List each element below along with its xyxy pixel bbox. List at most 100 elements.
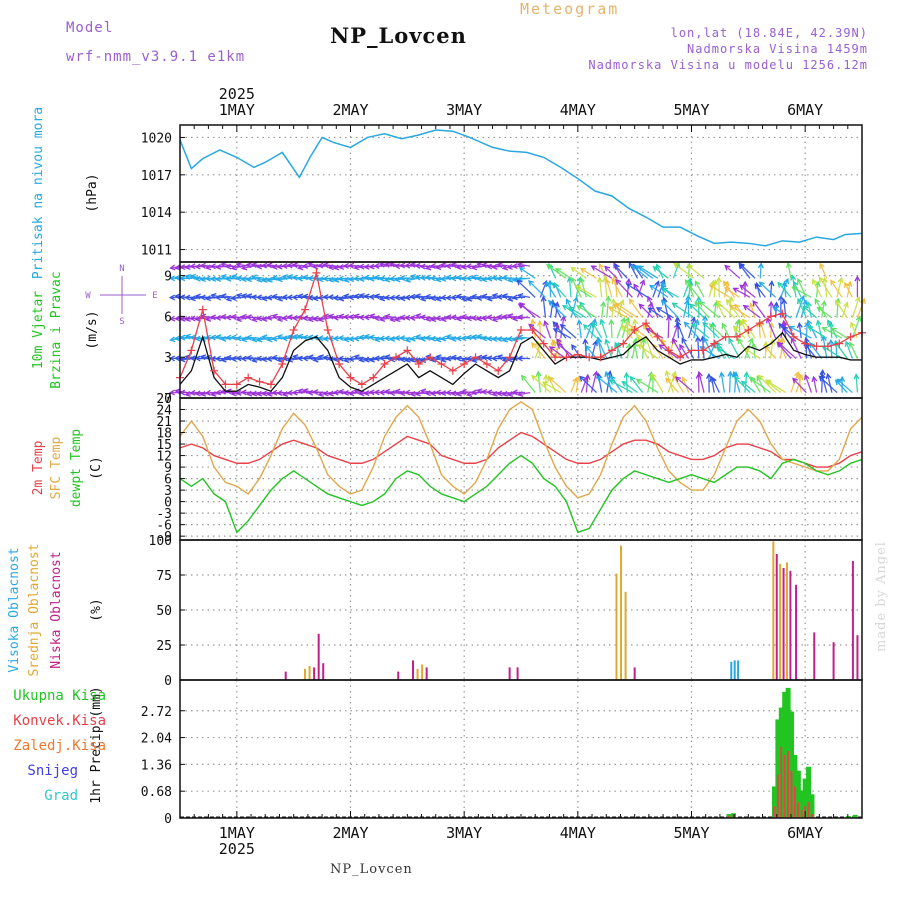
wind-arrow: [369, 336, 382, 339]
wind-arrow-head: [740, 380, 747, 387]
cloud-bar-low: [856, 635, 859, 680]
wind-arrow-head: [517, 293, 524, 299]
wind-arrow-head: [301, 334, 309, 341]
wind-arrow-head: [276, 316, 283, 322]
wind-arrow-head: [332, 335, 339, 342]
wind-arrow: [551, 340, 562, 359]
wind-arrow-head: [807, 326, 814, 332]
wind-arrow-head: [475, 315, 483, 322]
wind-arrow-head: [266, 336, 273, 343]
wind-arrow: [633, 342, 639, 359]
wind-arrow-head: [517, 303, 524, 309]
wind-arrow: [456, 317, 469, 320]
wind-arrow: [379, 277, 393, 280]
wind-arrow-head: [445, 355, 452, 362]
wind-arrow-head: [516, 355, 523, 362]
wind-arrow: [819, 375, 838, 394]
wind-arrow: [349, 391, 362, 395]
wind-arrow-head: [711, 376, 717, 383]
wind-arrow-head: [661, 287, 669, 294]
wind-arrow: [808, 326, 828, 339]
wind-arrow: [579, 302, 592, 319]
wind-arrow-head: [511, 263, 518, 270]
wind-arrow-head: [691, 323, 698, 330]
wind-arrow-head: [708, 284, 716, 290]
wind-arrow-head: [388, 294, 396, 301]
wind-arrow-head: [368, 275, 375, 282]
wind-arrow-head: [225, 334, 232, 341]
wind-arrow-head: [855, 315, 862, 322]
wind-arrow: [819, 277, 833, 298]
wind-arrow-head: [708, 323, 715, 330]
wind-arrow-head: [424, 315, 432, 322]
wind-arrow-head: [675, 376, 682, 383]
wind-arrow-head: [673, 262, 680, 269]
wind-arrow: [472, 357, 485, 362]
wind-arrow-head: [790, 337, 797, 344]
wind-arrow-head: [220, 335, 227, 342]
wind-arrow-head: [184, 391, 191, 397]
y-tick-label: 3: [164, 484, 172, 499]
wind-arrow: [600, 319, 608, 339]
wind-arrow-head: [286, 389, 293, 396]
day-label-top: 3MAY: [446, 101, 482, 119]
wind-arrow: [684, 321, 700, 339]
wind-arrow: [830, 280, 843, 298]
wind-arrow-head: [220, 273, 227, 280]
wind-arrow: [601, 302, 605, 318]
wind-arrow: [682, 300, 689, 318]
wind-arrow-head: [363, 263, 370, 270]
year-label-bottom: 2025: [219, 840, 255, 858]
wind-arrow-head: [230, 390, 237, 397]
wind-arrow-head: [741, 318, 748, 325]
wind-arrow: [691, 323, 710, 339]
cloud-bar-low: [508, 667, 511, 680]
wind-arrow-head: [302, 388, 309, 394]
wind-gust-marker: [437, 360, 446, 368]
wind-arrow: [850, 322, 859, 339]
wind-arrow-head: [230, 264, 237, 271]
pressure-unit: (hPa): [85, 173, 100, 212]
precip-bar-total: [809, 794, 815, 818]
wind-arrow: [673, 262, 695, 279]
wind-arrow-head: [715, 300, 722, 306]
wind-arrow: [247, 336, 260, 339]
wind-arrow-head: [204, 389, 211, 396]
wind-arrow: [629, 376, 644, 393]
cloud-bar-high: [737, 660, 740, 680]
day-label-top: 6MAY: [787, 101, 823, 119]
wind-arrow-head: [565, 298, 572, 305]
wind-arrow-head: [491, 316, 498, 323]
wind-arrow-head: [317, 316, 324, 323]
wind-arrow: [615, 279, 633, 298]
wind-arrow-head: [440, 390, 447, 397]
wind-arrow-head: [758, 281, 765, 288]
wind-arrow-head: [266, 390, 273, 397]
wind-arrow-head: [705, 372, 712, 380]
wind-arrow-head: [604, 338, 611, 345]
wind-arrow: [472, 336, 485, 339]
wind-arrow: [749, 303, 756, 318]
wind-arrow-head: [393, 294, 401, 301]
wind-arrow-head: [481, 293, 488, 300]
wind-arrow-head: [732, 287, 739, 293]
wind-arrow-head: [169, 315, 176, 322]
wind-arrow: [598, 264, 608, 279]
wind-arrow: [780, 278, 789, 298]
wind-arrow: [446, 335, 459, 339]
wind-arrow-head: [440, 275, 447, 282]
wind-arrow-head: [530, 318, 536, 325]
y-tick-label: 100: [149, 534, 172, 549]
wind-arrow-head: [291, 334, 299, 340]
wind-arrow-head: [220, 313, 227, 320]
wind-arrow-head: [256, 390, 263, 397]
wind-arrow: [472, 295, 485, 299]
y-tick-label: 0.68: [141, 785, 172, 800]
wind-gust-marker: [517, 326, 525, 334]
pressure-line: [179, 129, 863, 247]
wind-arrow: [544, 321, 552, 339]
wind-arrow-head: [388, 336, 396, 342]
wind-arrow-head: [572, 376, 578, 384]
wind-arrow-head: [788, 325, 795, 332]
wind-arrow-head: [548, 346, 555, 352]
